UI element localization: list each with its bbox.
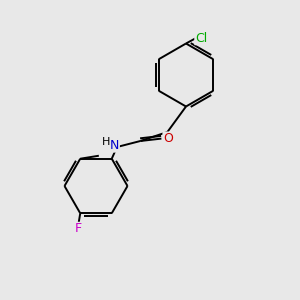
Text: H: H: [101, 136, 110, 147]
Text: Cl: Cl: [195, 32, 207, 45]
Text: O: O: [163, 132, 173, 145]
Text: N: N: [110, 139, 119, 152]
Text: F: F: [75, 222, 82, 236]
